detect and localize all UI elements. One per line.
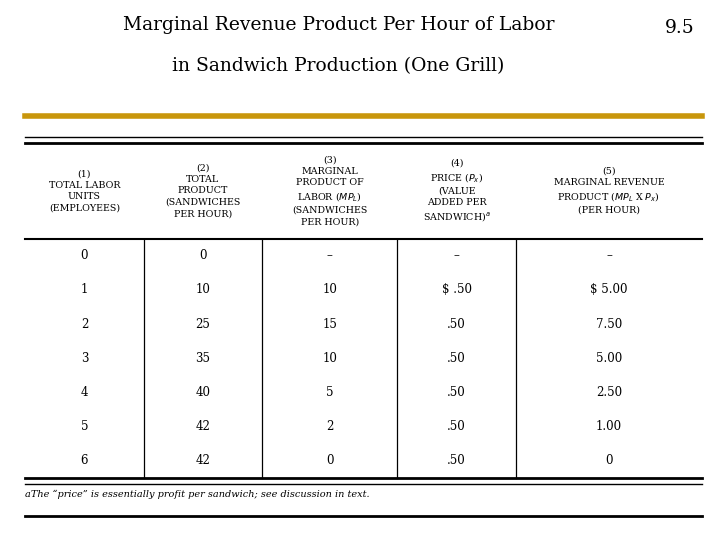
Text: aThe “price” is essentially profit per sandwich; see discussion in text.: aThe “price” is essentially profit per s… [25, 490, 370, 499]
Text: .50: .50 [447, 352, 466, 365]
Text: 25: 25 [195, 318, 210, 330]
Text: –: – [606, 249, 612, 262]
Text: .50: .50 [447, 386, 466, 399]
Text: (5)
MARGINAL REVENUE
PRODUCT ($\mathit{MP_L}$ X $\mathit{P_x}$)
(PER HOUR): (5) MARGINAL REVENUE PRODUCT ($\mathit{M… [554, 167, 665, 215]
Text: 5: 5 [81, 420, 88, 433]
Text: 42: 42 [195, 420, 210, 433]
Text: (2)
TOTAL
PRODUCT
(SANDWICHES
PER HOUR): (2) TOTAL PRODUCT (SANDWICHES PER HOUR) [165, 164, 240, 218]
Text: 40: 40 [195, 386, 210, 399]
Text: (4)
PRICE ($\mathit{P_x}$)
(VALUE
ADDED PER
SANDWICH)$^a$: (4) PRICE ($\mathit{P_x}$) (VALUE ADDED … [423, 159, 490, 223]
Text: 1: 1 [81, 284, 88, 296]
Text: (3)
MARGINAL
PRODUCT OF
LABOR ($\mathit{MP_L}$)
(SANDWICHES
PER HOUR): (3) MARGINAL PRODUCT OF LABOR ($\mathit{… [292, 155, 367, 226]
Text: 2.50: 2.50 [596, 386, 622, 399]
Text: –: – [327, 249, 333, 262]
Text: 3: 3 [81, 352, 88, 365]
Text: –: – [454, 249, 459, 262]
Text: .50: .50 [447, 454, 466, 467]
Text: .50: .50 [447, 420, 466, 433]
Text: 15: 15 [323, 318, 337, 330]
Text: 42: 42 [195, 454, 210, 467]
Text: 35: 35 [195, 352, 210, 365]
Text: 0: 0 [326, 454, 333, 467]
Text: Marginal Revenue Product Per Hour of Labor: Marginal Revenue Product Per Hour of Lab… [122, 16, 554, 34]
Text: $ 5.00: $ 5.00 [590, 284, 628, 296]
Text: 0: 0 [199, 249, 207, 262]
Text: 0: 0 [81, 249, 88, 262]
Text: (1)
TOTAL LABOR
UNITS
(EMPLOYEES): (1) TOTAL LABOR UNITS (EMPLOYEES) [49, 169, 120, 212]
Text: 6: 6 [81, 454, 88, 467]
Text: 2: 2 [81, 318, 88, 330]
Text: $ .50: $ .50 [441, 284, 472, 296]
Text: 2: 2 [326, 420, 333, 433]
Text: 7.50: 7.50 [596, 318, 622, 330]
Text: 10: 10 [323, 284, 337, 296]
Text: 5: 5 [326, 386, 333, 399]
Text: 0: 0 [606, 454, 613, 467]
Text: 4: 4 [81, 386, 88, 399]
Text: 1.00: 1.00 [596, 420, 622, 433]
Text: in Sandwich Production (One Grill): in Sandwich Production (One Grill) [172, 57, 505, 75]
Text: 10: 10 [323, 352, 337, 365]
Text: .50: .50 [447, 318, 466, 330]
Text: 10: 10 [195, 284, 210, 296]
Text: 5.00: 5.00 [596, 352, 622, 365]
Text: 9.5: 9.5 [665, 19, 695, 37]
